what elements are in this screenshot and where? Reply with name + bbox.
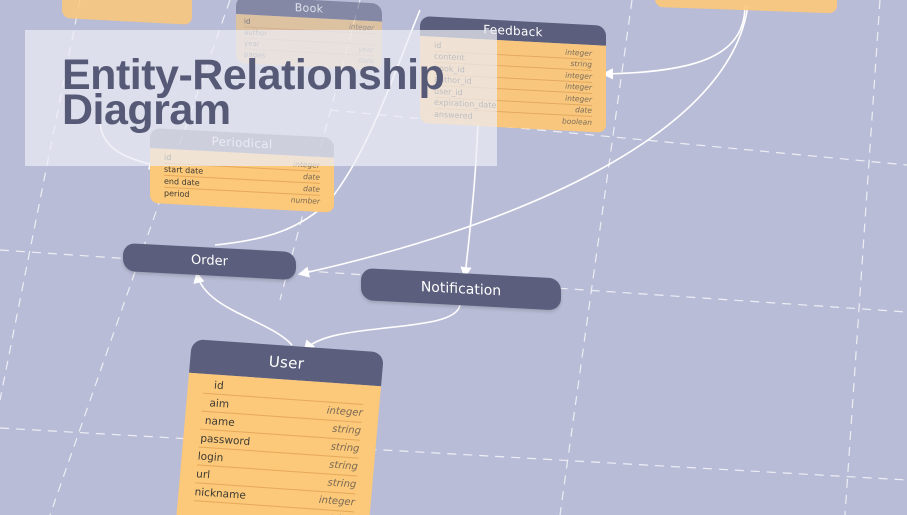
feedback-field-type: integer [565,70,592,81]
relation-order-label: Order [191,252,228,270]
user-field-type: integer [318,494,356,509]
user-field-name: id [213,379,225,392]
feedback-field-type: string [570,59,592,70]
periodical-field-type: number [290,195,320,206]
feedback-field-type: integer [565,93,592,104]
connector-user-to-order [193,271,293,346]
title-line-1: Entity-Relationship [62,51,445,99]
connector-top-to-feedback [601,4,746,80]
user-field-name: aim [209,396,230,411]
user-field-type: string [328,459,359,473]
feedback-field-type: integer [565,47,592,58]
user-field-type: string [330,441,360,455]
user-field-name: password [199,432,251,448]
connector-notification-to-user [303,304,461,352]
title-line-2: Diagram [62,86,231,134]
user-field-type: string [331,423,362,437]
relation-notification-label: Notification [420,279,502,300]
user-field-name: name [204,414,236,429]
title-panel: Entity-Relationship Diagram [25,30,497,166]
user-field-name: nickname [194,485,247,502]
periodical-field-name: start date [164,164,204,176]
feedback-field-type: date [575,105,592,116]
periodical-field-name: end date [164,176,200,188]
periodical-field-name: period [164,188,190,200]
user-field-type: integer [326,405,364,419]
user-field-name: login [197,449,224,464]
feedback-field-type: boolean [562,116,592,127]
user-field-name: url [195,467,211,481]
book-field-name: id [244,17,251,26]
periodical-field-type: date [303,172,320,182]
entity-user: User id aim integer name string password strin… [175,339,384,515]
feedback-field-type: integer [565,81,592,93]
periodical-field-type: date [303,184,320,194]
user-field-type: string [327,477,357,491]
connector-top-to-order [297,4,749,278]
